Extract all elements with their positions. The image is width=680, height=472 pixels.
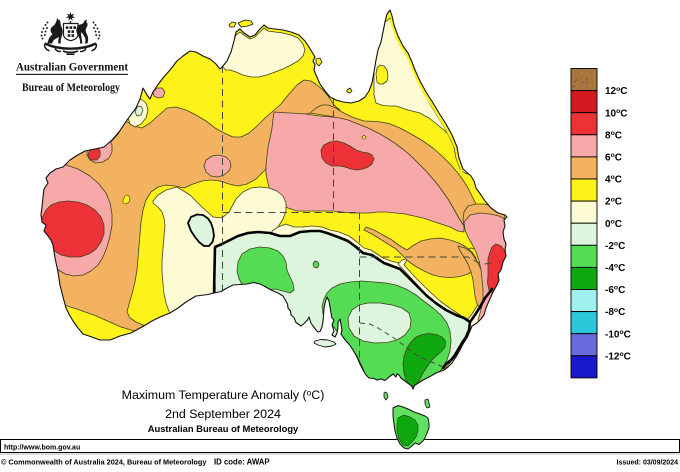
svg-text:-6oC: -6oC xyxy=(605,285,625,296)
svg-text:Maximum Temperature Anomaly (o: Maximum Temperature Anomaly (oC) xyxy=(122,387,325,402)
svg-text:2oC: 2oC xyxy=(605,196,622,207)
svg-text:0oC: 0oC xyxy=(605,218,622,229)
svg-text:2nd September 2024: 2nd September 2024 xyxy=(165,407,281,421)
svg-text:6oC: 6oC xyxy=(605,152,622,163)
svg-text:8oC: 8oC xyxy=(605,130,622,141)
svg-text:Australian Bureau of Meteorolo: Australian Bureau of Meteorology xyxy=(148,423,299,434)
svg-text:Issued: 03/09/2024: Issued: 03/09/2024 xyxy=(617,460,679,467)
svg-text:Bureau of Meteorology: Bureau of Meteorology xyxy=(22,82,120,94)
svg-text:10oC: 10oC xyxy=(605,108,628,119)
svg-text:Australian Government: Australian Government xyxy=(16,62,128,74)
svg-text:-4oC: -4oC xyxy=(605,263,625,274)
svg-text:12oC: 12oC xyxy=(605,86,628,97)
svg-text:-8oC: -8oC xyxy=(605,307,625,318)
svg-text:-2oC: -2oC xyxy=(605,241,625,252)
svg-text:ID code: AWAP: ID code: AWAP xyxy=(214,458,270,467)
svg-text:-10oC: -10oC xyxy=(605,329,631,340)
svg-text:4oC: 4oC xyxy=(605,174,622,185)
svg-text:-12oC: -12oC xyxy=(605,351,631,362)
svg-text:http://www.bom.gov.au: http://www.bom.gov.au xyxy=(4,445,80,452)
svg-text:© Commonwealth of Australia 20: © Commonwealth of Australia 2024, Bureau… xyxy=(1,458,207,467)
